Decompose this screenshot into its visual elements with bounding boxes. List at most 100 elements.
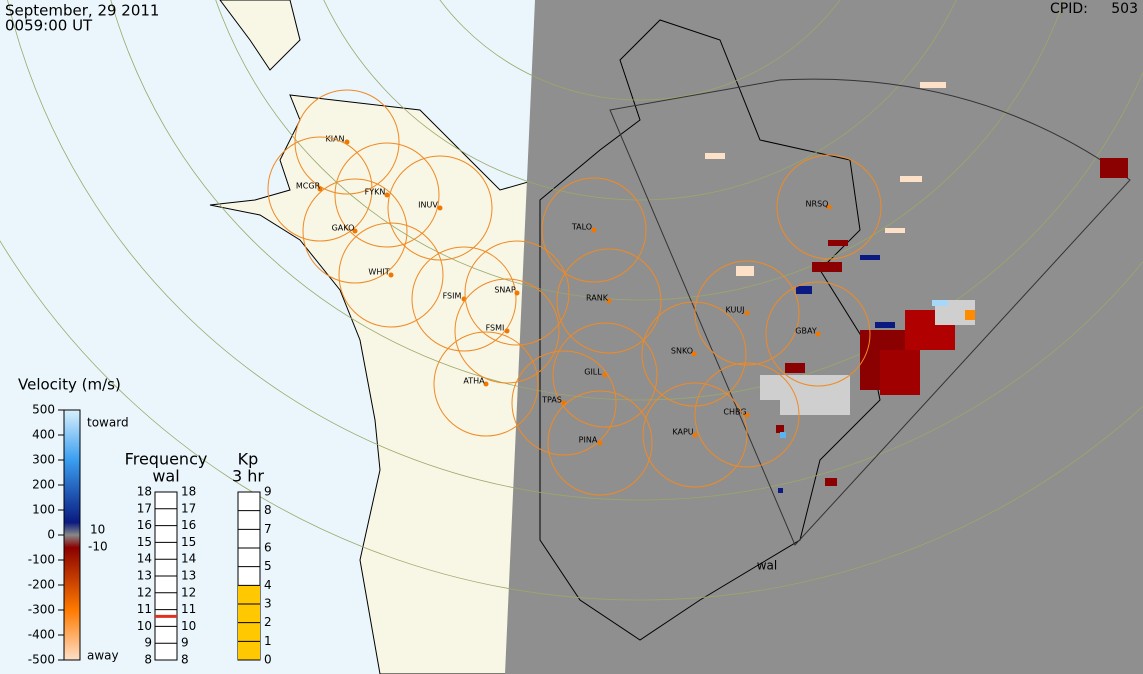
station-fov [642,382,748,488]
frequency-tick-label: 18 [181,485,196,499]
land [209,0,536,674]
kp-title: Kp [238,450,259,469]
frequency-tick-label: 9 [144,636,152,650]
date: September, 29 2011 [5,2,159,20]
frequency-tick-label: 10 [137,619,152,633]
station-dot [352,228,358,234]
station-fov [338,222,444,328]
station-fov [641,301,747,407]
velocity-tick-label: -200 [28,578,55,592]
station-fov [433,331,539,437]
frequency-tick-label: 17 [181,501,196,515]
station-label: GILL [584,368,602,377]
velocity-tick-label: 400 [32,428,55,442]
station-fov [302,178,408,284]
station-dot [826,204,832,210]
toward-label: toward [87,416,129,430]
station-fov [694,362,800,468]
station-fov [541,177,647,283]
velocity-tick-label: -300 [28,603,55,617]
kp-tick-label: 4 [264,578,272,592]
station-fov [547,390,653,496]
frequency-tick-label: 14 [181,552,196,566]
kp-tick-label: 0 [264,653,272,667]
station-label: FSMI [486,324,505,333]
station-dot [437,205,443,211]
frequency-tick-label: 17 [137,501,152,515]
kp-tick-label: 1 [264,634,272,648]
cpid-label: CPID: [1050,1,1088,17]
station-label: FSIM [443,292,462,301]
frequency-tick-label: 12 [181,585,196,599]
station-dot [602,372,608,378]
station-label: TALO [571,223,592,232]
station-label: TPAS [541,396,562,405]
station-fov [556,248,662,354]
frequency-subtitle: wal [152,467,179,486]
frequency-tick-label: 13 [181,569,196,583]
station-fov [694,260,800,366]
station-fov [765,281,871,387]
frequency-tick-label: 18 [137,485,152,499]
station-fov [454,278,560,384]
station-dot [388,272,394,278]
velocity-tick-label: 300 [32,453,55,467]
station-dot [597,440,603,446]
station-label: KUUJ [725,306,744,315]
station-fov [776,154,882,260]
station-dot [744,412,750,418]
station-fov [334,142,440,248]
night-region [505,0,1143,674]
station-label: GAKO [332,224,355,233]
frequency-tick-label: 9 [181,636,189,650]
station-dot [514,290,520,296]
away-label: away [87,649,119,663]
station-label: INUV [418,201,438,210]
station-label: SNKO [671,347,693,356]
frequency-tick-label: 11 [181,602,196,616]
velocity-tick-label: 0 [47,528,55,542]
frequency-tick-label: 8 [144,653,152,667]
frequency-tick-label: 16 [137,518,152,532]
frequency-tick-label: 15 [137,535,152,549]
velocity-tick-label: -100 [28,553,55,567]
station-dot [744,310,750,316]
velocity-tick-label: 200 [32,478,55,492]
frequency-tick-label: 15 [181,535,196,549]
kp-subtitle: 3 hr [232,467,264,486]
station-fov [464,240,570,346]
station-dot [561,400,567,406]
kp-tick-label: 8 [264,503,272,517]
kp-tick-label: 6 [264,541,272,555]
station-dot [591,227,597,233]
station-dot [691,351,697,357]
station-dot [317,186,323,192]
station-dot [483,381,489,387]
station-label: WHIT [368,268,389,277]
kp-tick-label: 7 [264,522,272,536]
kp-tick-label: 3 [264,597,272,611]
velocity-bar [63,409,81,661]
station-dot [504,328,510,334]
station-fov [294,89,400,195]
kp-tick-label: 2 [264,615,272,629]
velocity-tick-label: 500 [32,403,55,417]
radar-label: wal [757,559,778,573]
station-dot [815,331,821,337]
latitude-circles [0,0,1143,601]
station-fov [411,246,517,352]
station-label: MCGR [296,182,321,191]
velocity-tick-label: -500 [28,653,55,667]
station-dot [606,298,612,304]
stations: KIANMCGRFYKNINUVGAKOWHITFSIMSNAPFSMIATHA… [267,89,882,496]
station-label: SNAP [494,286,516,295]
velocity-tick-label: -400 [28,628,55,642]
frequency-tick-label: 14 [137,552,152,566]
station-fov [267,136,373,242]
station-fov [552,322,658,428]
station-label: CHBG [723,408,746,417]
station-label: PINA [579,436,598,445]
station-label: FYKN [365,188,386,197]
frequency-tick-label: 10 [181,619,196,633]
